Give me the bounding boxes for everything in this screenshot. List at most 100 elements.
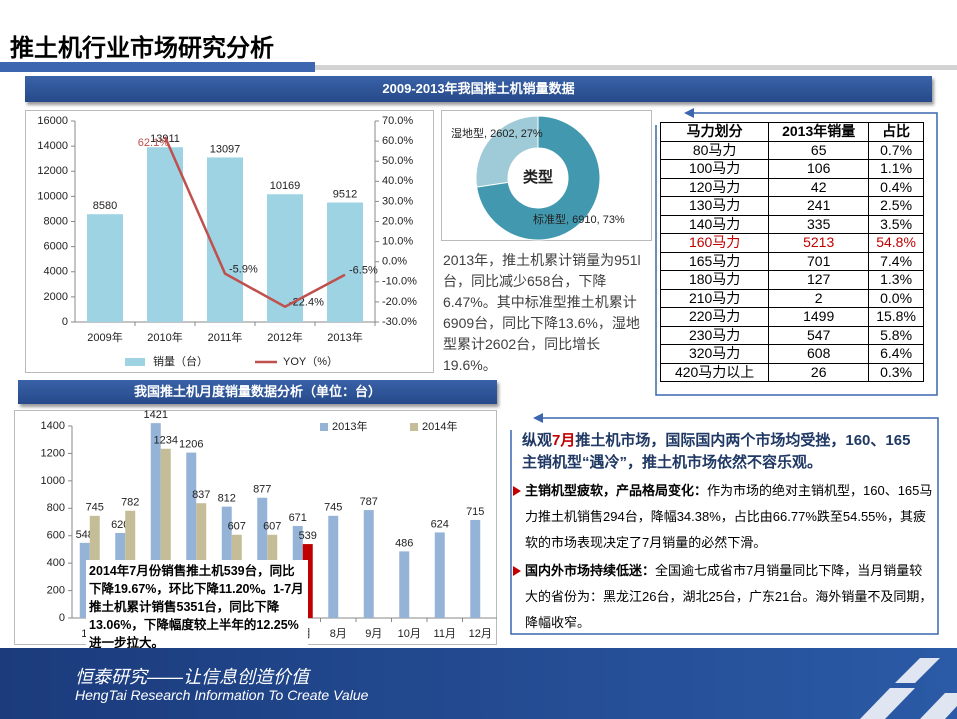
table-row: 230马力 547 5.8%	[659, 325, 924, 345]
bullet-head: 主销机型疲软，产品格局变化：	[525, 483, 708, 498]
line-label: -6.5%	[349, 265, 378, 277]
table-cell: 180马力	[659, 270, 770, 290]
comment-frame	[510, 413, 939, 635]
table-cell: 1.1%	[868, 159, 924, 179]
table-row: 120马力 42 0.4%	[659, 177, 924, 197]
y-tick-label: 200	[47, 584, 65, 596]
table-cell: 7.4%	[868, 251, 924, 271]
headline-text: 纵观	[522, 432, 553, 449]
table-cell: 3.5%	[868, 214, 924, 234]
summary-text: 2013年，推土机累计销量为951l台，同比减少658台，下降6.47%。其中标…	[443, 252, 641, 373]
table-cell: 5.8%	[868, 325, 924, 345]
frame-line	[655, 112, 938, 396]
table-cell: 230马力	[659, 325, 770, 345]
table-header: 马力划分 2013年销量 占比	[659, 122, 924, 142]
bar-label: 1421	[144, 410, 168, 421]
line-label: 62.1%	[138, 137, 169, 149]
bar-label: 745	[324, 502, 342, 514]
bullets: 主销机型疲软，产品格局变化：作为市场的绝对主销机型，160、165马力推土机销售…	[513, 478, 933, 638]
bar	[147, 147, 183, 322]
frame-line	[510, 417, 939, 635]
bar-label: 607	[263, 521, 281, 533]
y2-tick-label: 0.0%	[382, 256, 407, 268]
header-cell: 马力划分	[659, 122, 770, 142]
x-tick-label: 2013年	[327, 330, 362, 344]
table-cell: 320马力	[659, 344, 770, 364]
x-tick-label: 11月	[434, 628, 456, 640]
chart-annotation: 2014年7月份销售推土机539台，同比下降19.67%，环比下降11.20%。…	[86, 560, 308, 654]
y2-tick-label: -10.0%	[382, 276, 417, 288]
chart-frame	[441, 110, 652, 241]
x-tick-label: 2012年	[267, 330, 302, 344]
pattern-shape	[895, 658, 940, 683]
bar	[363, 510, 374, 618]
bullet: 主销机型疲软，产品格局变化：作为市场的绝对主销机型，160、165马力推土机销售…	[513, 478, 933, 556]
y-tick-label: 12000	[37, 165, 68, 177]
slice-label: 湿地型, 2602, 27%	[451, 126, 543, 140]
table-cell: 100马力	[659, 159, 770, 179]
x-tick-label: 10月	[398, 628, 421, 640]
bar	[150, 423, 161, 618]
table-cell: 15.8%	[868, 307, 924, 327]
table-cell: 1499	[768, 307, 870, 327]
table-row: 80马力 65 0.7%	[659, 140, 924, 160]
y2-tick-label: -20.0%	[382, 296, 417, 308]
table-cell: 0.0%	[868, 288, 924, 308]
bar-label: 9512	[333, 188, 357, 200]
bar-label: 548	[76, 529, 94, 541]
x-tick-label: 2010年	[147, 330, 182, 344]
y2-tick-label: 10.0%	[382, 236, 413, 248]
table-row: 160马力 5213 54.8%	[659, 233, 924, 253]
bar	[207, 157, 243, 322]
y-tick-label: 0	[62, 316, 68, 328]
y-tick-label: 400	[47, 557, 65, 569]
x-tick-label: 12月	[469, 628, 492, 640]
table-cell: 547	[768, 325, 870, 345]
table-cell: 608	[768, 344, 870, 364]
legend-label: 2014年	[422, 419, 457, 433]
table-cell: 210马力	[659, 288, 770, 308]
table-cell: 80马力	[659, 140, 770, 160]
bar	[160, 448, 171, 618]
table-frame	[655, 108, 938, 396]
header-cell: 2013年销量	[768, 122, 870, 142]
table-cell: 335	[768, 214, 870, 234]
bar-label: 1206	[179, 439, 203, 451]
line	[163, 136, 346, 309]
bar	[79, 542, 90, 618]
pie-slice	[476, 115, 601, 241]
legend-label: YOY（%）	[283, 355, 338, 368]
table-cell: 220马力	[659, 307, 770, 327]
y-tick-label: 8000	[44, 215, 68, 227]
slice-label: 标准型, 6910, 73%	[533, 212, 625, 226]
table-cell: 54.8%	[868, 233, 924, 253]
table-row: 130马力 241 2.5%	[659, 196, 924, 216]
y-tick-label: 1400	[41, 420, 65, 432]
bullet-body: 全国逾七成省市7月销量同比下降，当月销量较大的省份为：黑龙江26台，湖北25台，…	[525, 563, 933, 630]
y-tick-label: 800	[47, 502, 65, 514]
table-cell: 130马力	[659, 196, 770, 216]
bar-label: 624	[431, 518, 449, 530]
bar	[328, 515, 339, 618]
title-rule	[315, 65, 957, 70]
legend-swatch	[410, 423, 418, 431]
slogan-en: HengTai Research Information To Create V…	[75, 687, 369, 703]
headline: 纵观7月推土机市场，国际国内两个市场均受挫，160、165主销机型“遇冷”，推土…	[522, 430, 922, 474]
sales-chart: 0 2000 4000 6000 8000 10000 12000 14000 16000 -30…	[37, 115, 417, 368]
table-row: 180马力 127 1.3%	[659, 270, 924, 290]
slogan: 恒泰研究——让信息创造价值	[75, 667, 309, 687]
y-tick-label: 1200	[41, 447, 65, 459]
table-cell: 160马力	[659, 233, 770, 253]
x-tick-label: 2009年	[87, 330, 122, 344]
y2-tick-label: -30.0%	[382, 316, 417, 328]
bar	[327, 202, 363, 322]
legend-swatch	[320, 423, 328, 431]
table-cell: 65	[768, 140, 870, 160]
table-row: 320马力 608 6.4%	[659, 344, 924, 364]
y2-tick-label: 70.0%	[382, 115, 413, 127]
table-cell: 106	[768, 159, 870, 179]
bar-label: 539	[299, 530, 317, 542]
bar-label: 745	[86, 502, 104, 514]
bullet-head: 国内外市场持续低迷：	[525, 563, 656, 578]
